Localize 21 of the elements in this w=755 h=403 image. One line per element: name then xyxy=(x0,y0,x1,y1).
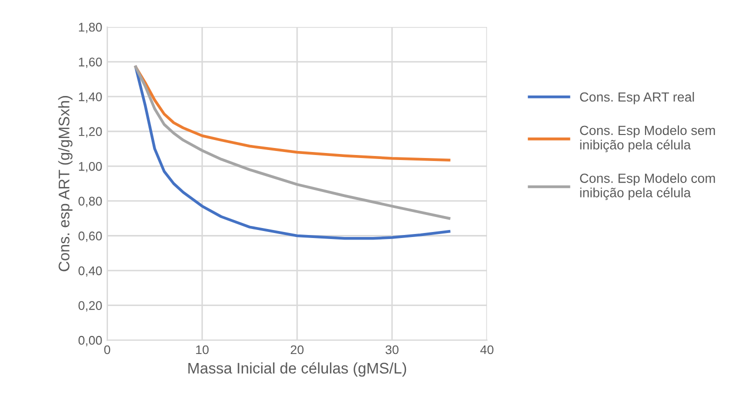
legend-label: Cons. Esp ART real xyxy=(580,92,694,104)
y-tick-label: 0,00 xyxy=(78,336,102,346)
y-tick-label: 1,40 xyxy=(78,92,102,103)
y-tick-label: 0,60 xyxy=(78,232,102,242)
y-axis-title: Cons. esp ART (g/gMSxh) xyxy=(58,96,72,272)
x-axis-title: Massa Inicial de células (gMS/L) xyxy=(188,362,406,377)
y-tick-label: 0,20 xyxy=(78,301,102,312)
x-tick-label: 20 xyxy=(290,345,304,354)
x-tick-label: 30 xyxy=(386,345,398,354)
x-tick-label: 0 xyxy=(104,345,110,354)
y-tick-label: 1,20 xyxy=(78,127,102,138)
legend-label: Cons. Esp Modelo sem inibição pela célula xyxy=(580,125,715,152)
y-tick-label: 1,60 xyxy=(78,58,102,68)
x-tick-label: 40 xyxy=(480,345,494,354)
legend-label: Cons. Esp Modelo com inibição pela célula xyxy=(580,173,715,200)
x-tick-label: 10 xyxy=(196,345,209,354)
y-tick-label: 0,80 xyxy=(78,196,102,208)
y-tick-label: 1,00 xyxy=(78,162,102,172)
line-series xyxy=(134,66,450,162)
y-tick-label: 0,40 xyxy=(78,266,102,277)
y-tick-label: 1,80 xyxy=(78,22,102,34)
